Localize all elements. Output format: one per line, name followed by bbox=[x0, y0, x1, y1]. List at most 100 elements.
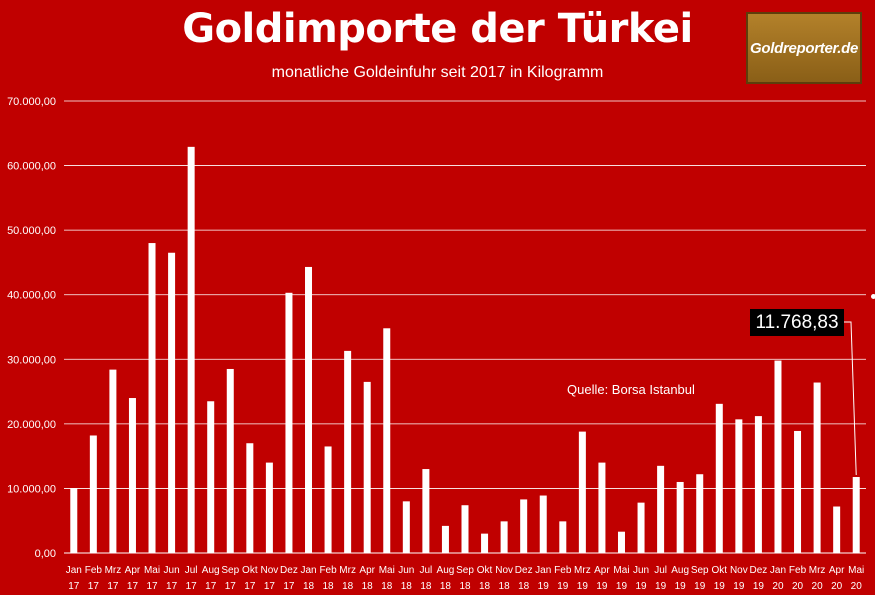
last-value-label: 11.768,83 bbox=[750, 309, 844, 336]
x-tick-label-month: Mai bbox=[144, 565, 160, 576]
x-tick-label-year: 20 bbox=[851, 581, 863, 592]
bar bbox=[481, 533, 489, 553]
x-tick-label-year: 19 bbox=[635, 581, 647, 592]
x-tick-label-year: 17 bbox=[205, 581, 217, 592]
x-tick-label-month: Sep bbox=[691, 565, 709, 576]
callout-leader-path bbox=[844, 321, 857, 476]
x-tick-label-year: 17 bbox=[225, 581, 237, 592]
x-tick-label-month: Feb bbox=[319, 565, 337, 576]
bar bbox=[461, 505, 469, 553]
x-tick-label-year: 19 bbox=[694, 581, 706, 592]
x-tick-label-month: Jul bbox=[419, 565, 432, 576]
x-tick-label-year: 17 bbox=[88, 581, 100, 592]
bar bbox=[637, 502, 645, 553]
x-tick-label-month: Jan bbox=[535, 565, 551, 576]
bar bbox=[754, 416, 762, 553]
x-tick-label-year: 17 bbox=[166, 581, 178, 592]
x-tick-label-month: Feb bbox=[789, 565, 807, 576]
bar bbox=[676, 481, 684, 553]
bar bbox=[559, 521, 567, 553]
bar bbox=[226, 368, 234, 553]
x-tick-label-month: Apr bbox=[125, 565, 141, 576]
x-tick-label-month: Feb bbox=[85, 565, 103, 576]
chart-title: Goldimporte der Türkei bbox=[182, 6, 693, 52]
bar bbox=[402, 501, 410, 553]
x-tick-label-year: 19 bbox=[616, 581, 628, 592]
x-tick-label-year: 19 bbox=[538, 581, 550, 592]
x-tick-label-month: Nov bbox=[495, 565, 513, 576]
bar bbox=[617, 531, 625, 553]
bar bbox=[833, 506, 841, 553]
x-tick-label-month: Jan bbox=[300, 565, 316, 576]
x-tick-label-month: Feb bbox=[554, 565, 572, 576]
logo-text: Goldreporter.de bbox=[749, 39, 859, 57]
x-tick-label-year: 17 bbox=[244, 581, 256, 592]
bar bbox=[774, 360, 782, 553]
bar bbox=[285, 292, 293, 553]
x-tick-label-month: Okt bbox=[477, 565, 493, 576]
x-tick-label-year: 19 bbox=[714, 581, 726, 592]
x-tick-label-month: Mai bbox=[613, 565, 629, 576]
x-tick-label-year: 18 bbox=[381, 581, 393, 592]
x-tick-label-year: 17 bbox=[68, 581, 80, 592]
bar bbox=[578, 431, 586, 553]
x-tick-label-month: Mrz bbox=[574, 565, 591, 576]
x-tick-label-year: 18 bbox=[342, 581, 354, 592]
bar bbox=[794, 430, 802, 553]
bar bbox=[852, 477, 860, 553]
y-tick-label: 20.000,00 bbox=[7, 419, 56, 431]
y-tick-label: 40.000,00 bbox=[7, 290, 56, 302]
bar bbox=[598, 462, 606, 553]
x-tick-label-year: 20 bbox=[792, 581, 804, 592]
x-tick-label-year: 17 bbox=[283, 581, 295, 592]
bar bbox=[383, 328, 391, 553]
x-tick-label-month: Dez bbox=[750, 565, 768, 576]
bar bbox=[148, 243, 156, 553]
bar bbox=[70, 488, 78, 553]
y-tick-label: 60.000,00 bbox=[7, 161, 56, 173]
x-tick-label-month: Nov bbox=[260, 565, 278, 576]
x-tick-label-year: 18 bbox=[499, 581, 511, 592]
x-tick-label-month: Sep bbox=[221, 565, 239, 576]
edge-marker bbox=[871, 294, 875, 299]
y-tick-label: 30.000,00 bbox=[7, 354, 56, 366]
x-tick-label-year: 19 bbox=[675, 581, 687, 592]
x-tick-label-year: 20 bbox=[772, 581, 784, 592]
bar bbox=[168, 252, 176, 554]
x-tick-label-month: Jun bbox=[398, 565, 414, 576]
goldreporter-logo[interactable]: Goldreporter.de bbox=[746, 12, 862, 84]
bar bbox=[657, 465, 665, 553]
x-tick-label-month: Apr bbox=[594, 565, 610, 576]
bar bbox=[187, 146, 195, 553]
x-tick-label-month: Mrz bbox=[809, 565, 826, 576]
bar bbox=[246, 443, 254, 553]
bar bbox=[735, 419, 743, 553]
x-tick-label-month: Okt bbox=[242, 565, 258, 576]
x-tick-label-year: 19 bbox=[557, 581, 569, 592]
x-tick-label-month: Jan bbox=[770, 565, 786, 576]
x-tick-label-year: 18 bbox=[479, 581, 491, 592]
x-tick-label-year: 19 bbox=[577, 581, 589, 592]
bar bbox=[305, 266, 313, 553]
bar bbox=[324, 446, 332, 553]
y-tick-label: 0,00 bbox=[35, 548, 56, 560]
bar bbox=[520, 499, 528, 553]
bar bbox=[813, 382, 821, 553]
y-tick-label: 10.000,00 bbox=[7, 483, 56, 495]
x-tick-label-year: 17 bbox=[264, 581, 276, 592]
x-tick-label-year: 18 bbox=[518, 581, 530, 592]
x-tick-label-year: 18 bbox=[303, 581, 315, 592]
x-tick-label-year: 17 bbox=[127, 581, 139, 592]
x-tick-label-month: Jan bbox=[66, 565, 82, 576]
y-tick-label: 70.000,00 bbox=[7, 96, 56, 108]
bar bbox=[422, 469, 430, 553]
bar bbox=[441, 525, 449, 553]
x-tick-label-year: 19 bbox=[733, 581, 745, 592]
bar bbox=[109, 369, 117, 553]
x-tick-label-year: 17 bbox=[107, 581, 119, 592]
x-tick-label-year: 18 bbox=[362, 581, 374, 592]
source-note: Quelle: Borsa Istanbul bbox=[567, 382, 695, 397]
x-tick-label-month: Okt bbox=[712, 565, 728, 576]
bar bbox=[265, 462, 273, 553]
